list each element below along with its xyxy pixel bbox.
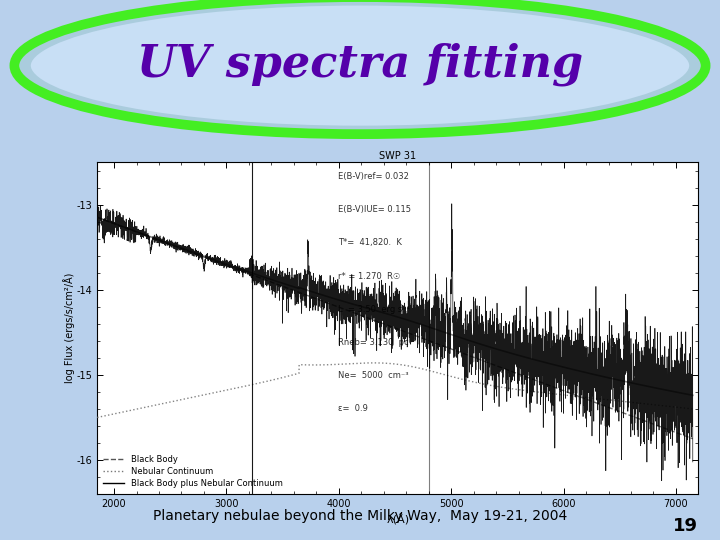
Text: Planetary nebulae beyond the Milky Way,  May 19-21, 2004: Planetary nebulae beyond the Milky Way, …: [153, 509, 567, 523]
Text: Rneb= 3.130  pc: Rneb= 3.130 pc: [338, 338, 408, 347]
X-axis label: λ(Å): λ(Å): [386, 515, 410, 526]
Text: E(B-V)ref= 0.032: E(B-V)ref= 0.032: [338, 172, 408, 181]
Ellipse shape: [25, 0, 695, 131]
Text: 19: 19: [673, 517, 698, 535]
Text: T*=  41,820.  K: T*= 41,820. K: [338, 238, 402, 247]
Text: L  = 3.50  erg s⁻¹: L = 3.50 erg s⁻¹: [338, 305, 410, 314]
Text: Ne=  5000  cm⁻³: Ne= 5000 cm⁻³: [338, 371, 408, 380]
Title: SWP 31: SWP 31: [379, 151, 416, 161]
Text: r* = 1.270  R☉: r* = 1.270 R☉: [338, 272, 400, 281]
Text: E(B-V)IUE= 0.115: E(B-V)IUE= 0.115: [338, 205, 410, 214]
Legend: Black Body, Nebular Continuum, Black Body plus Nebular Continuum: Black Body, Nebular Continuum, Black Bod…: [102, 453, 284, 490]
Text: UV spectra fitting: UV spectra fitting: [137, 43, 583, 86]
Y-axis label: log Flux (ergs/s/cm²/Å): log Flux (ergs/s/cm²/Å): [63, 273, 75, 383]
Text: ε=  0.9: ε= 0.9: [338, 404, 367, 414]
